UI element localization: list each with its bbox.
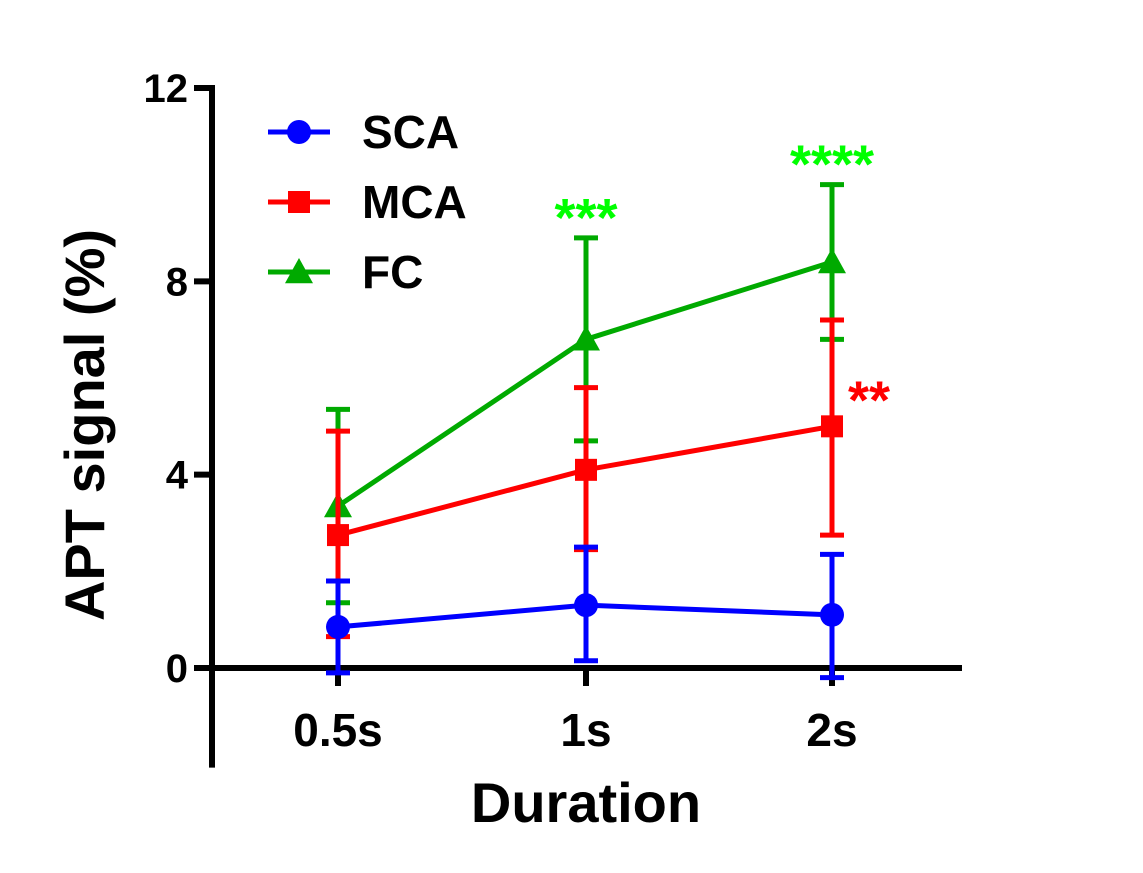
legend-label-mca: MCA (362, 176, 467, 228)
legend-item-mca: MCA (268, 176, 467, 228)
legend-marker-mca (288, 191, 310, 213)
series-sca (326, 544, 844, 681)
axes: 0 4 8 12 0.5s 1s 2s Duration APT signal (%) (53, 67, 962, 834)
legend-label-sca: SCA (362, 106, 459, 158)
x-tick-label: 1s (560, 704, 611, 756)
mca-point (575, 458, 597, 481)
fc-point (818, 248, 846, 274)
y-tick-label: 0 (166, 647, 188, 691)
series-layer (324, 182, 846, 681)
legend-marker-fc (285, 258, 313, 284)
y-tick-label: 4 (166, 454, 189, 498)
y-axis-title: APT signal (%) (53, 229, 116, 621)
x-tick-label: 0.5s (293, 704, 383, 756)
x-tick-label: 2s (806, 704, 857, 756)
y-tick-label: 12 (144, 67, 189, 111)
significance-label: **** (790, 135, 874, 195)
legend-marker-sca (287, 120, 311, 144)
legend-item-sca: SCA (268, 106, 459, 158)
mca-point (327, 524, 349, 547)
y-tick-label: 8 (166, 260, 188, 304)
legend-item-fc: FC (268, 246, 423, 298)
significance-label: *** (554, 188, 617, 248)
mca-point (821, 415, 843, 438)
sca-point (574, 593, 598, 618)
annotations: ********* (554, 135, 890, 431)
legend-label-fc: FC (362, 246, 423, 298)
significance-label: ** (848, 370, 890, 430)
sca-point (820, 602, 844, 627)
legend: SCA MCA FC (268, 106, 467, 298)
fc-point (572, 325, 600, 351)
sca-point (326, 614, 350, 639)
x-axis-title: Duration (471, 771, 701, 834)
